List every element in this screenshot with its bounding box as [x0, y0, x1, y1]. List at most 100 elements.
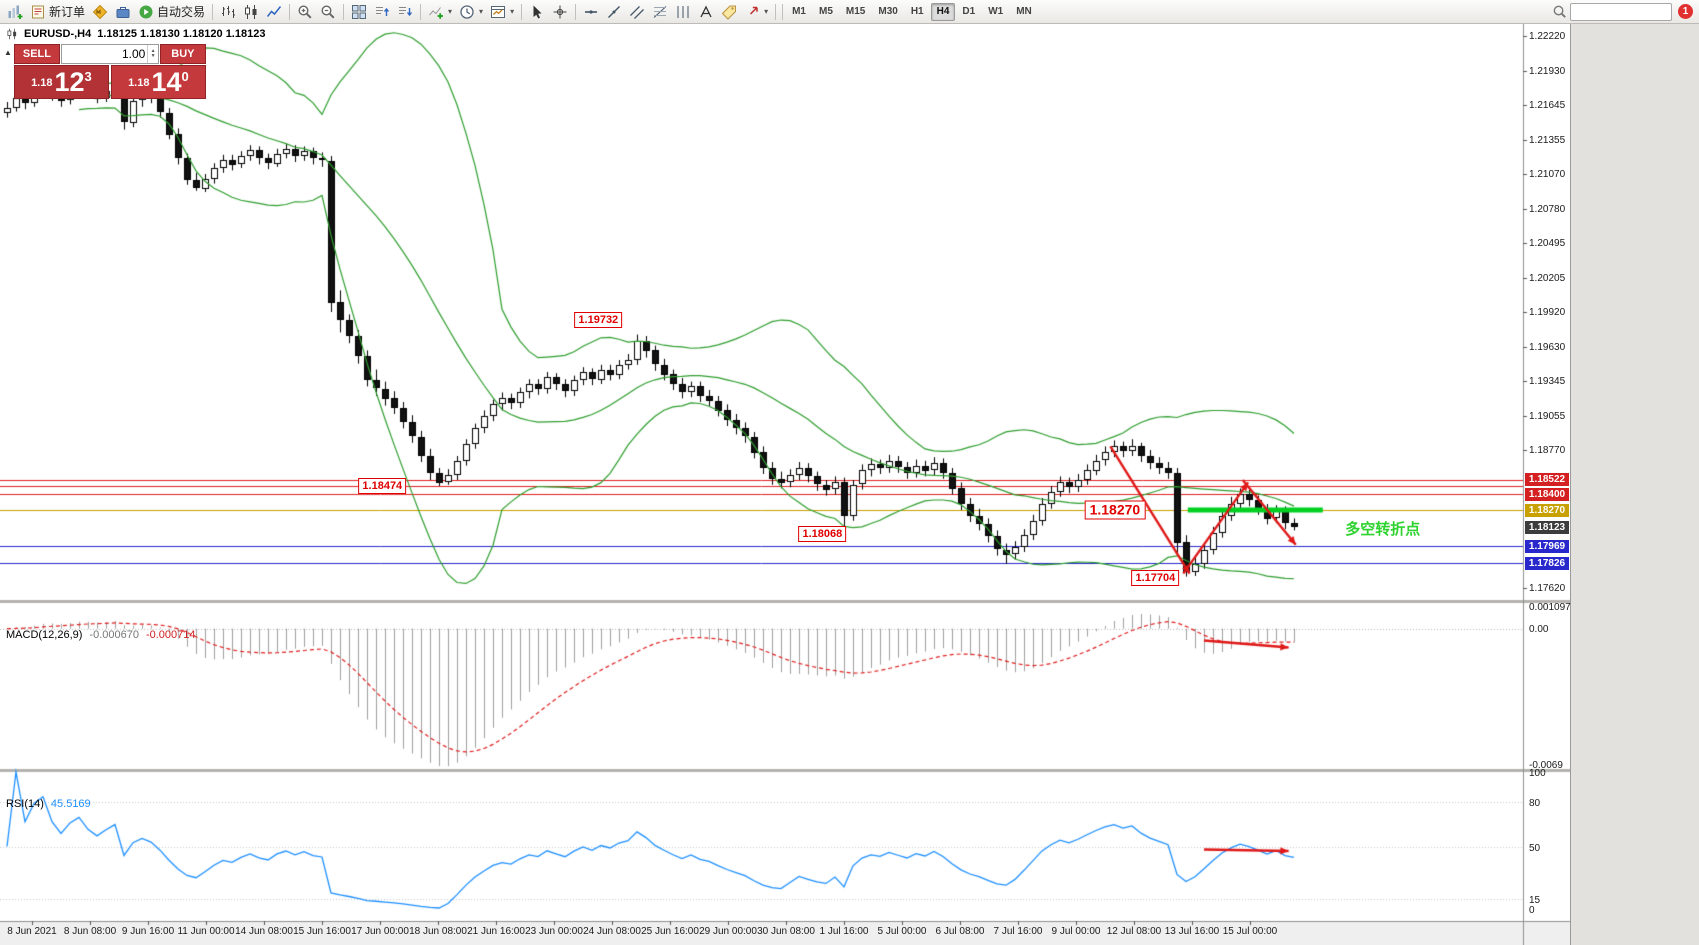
fibonacci-tool[interactable] [649, 2, 671, 22]
workspace-background [1570, 24, 1699, 945]
bar-chart-mode[interactable] [217, 2, 239, 22]
time-axis-label: 8 Jun 08:00 [63, 926, 117, 937]
chart-plus-icon [7, 4, 23, 20]
timeframe-mn[interactable]: MN [1010, 3, 1038, 21]
zoom-out[interactable] [317, 2, 339, 22]
zoom-in[interactable] [294, 2, 316, 22]
autotrading-icon [138, 4, 154, 20]
templates-menu[interactable]: ▾ [487, 2, 517, 22]
volume-input[interactable] [61, 45, 148, 63]
trendline-icon [606, 4, 622, 20]
price-axis-tick: 1.22220 [1529, 31, 1566, 42]
time-axis-label: 5 Jul 00:00 [877, 926, 927, 937]
dropdown-caret-icon: ▾ [479, 7, 484, 16]
timeframe-w1[interactable]: W1 [982, 3, 1009, 21]
timeframe-m15[interactable]: M15 [840, 3, 871, 21]
timeframe-m30[interactable]: M30 [872, 3, 903, 21]
timeframe-m1[interactable]: M1 [786, 3, 812, 21]
price-axis-tick: 1.19345 [1529, 376, 1566, 387]
toolbar-separator [782, 3, 784, 20]
zoom-in-icon [297, 4, 313, 20]
tile-windows[interactable] [348, 2, 370, 22]
text-tool[interactable] [695, 2, 717, 22]
annotation-text[interactable]: 多空转折点 [1345, 521, 1421, 538]
price-axis-badge: 1.18522 [1525, 473, 1569, 487]
macd-axis-tick: -0.0069 [1529, 760, 1563, 772]
price-chart-canvas[interactable] [0, 24, 1570, 945]
text-icon [698, 4, 714, 20]
candle-chart-icon [243, 4, 259, 20]
periods-menu[interactable]: ▾ [456, 2, 486, 22]
price-callout-label[interactable]: 1.18474 [358, 477, 407, 494]
toolbar-separator [212, 3, 214, 20]
time-axis-label: 8 Jun 2021 [7, 926, 57, 937]
channel-tool[interactable] [626, 2, 648, 22]
price-callout-label[interactable]: 1.19732 [574, 312, 623, 329]
trendline-tool[interactable] [603, 2, 625, 22]
price-axis-badge: 1.18123 [1525, 521, 1569, 535]
time-axis-label: 24 Jun 08:00 [583, 926, 641, 937]
label-tool[interactable] [718, 2, 740, 22]
time-axis-label: 6 Jul 08:00 [935, 926, 985, 937]
cycle-lines-tool[interactable] [672, 2, 694, 22]
dropdown-caret-icon: ▾ [448, 7, 453, 16]
new-chart[interactable] [4, 2, 26, 22]
fibonacci-icon [652, 4, 668, 20]
time-axis-label: 7 Jul 16:00 [993, 926, 1043, 937]
notification-badge[interactable]: 1 [1678, 4, 1693, 19]
buy-button[interactable]: BUY [159, 44, 206, 64]
rsi-label: RSI(14) 45.5169 [6, 798, 91, 810]
crosshair-tool[interactable] [549, 2, 571, 22]
candlestick-mode[interactable] [240, 2, 262, 22]
buy-price-panel[interactable]: 1.18 14 0 [110, 65, 206, 99]
volume-spinner[interactable]: ▲ ▼ [147, 45, 158, 63]
timeframe-d1[interactable]: D1 [956, 3, 981, 21]
time-axis-label: 25 Jun 16:00 [641, 926, 699, 937]
time-axis-label: 11 Jun 00:00 [177, 926, 235, 937]
timeframe-m5[interactable]: M5 [813, 3, 839, 21]
arrange-ascending[interactable] [371, 2, 393, 22]
toolbar-separator [575, 3, 577, 20]
price-axis-badge: 1.18270 [1525, 503, 1569, 517]
price-callout-label[interactable]: 1.17704 [1131, 569, 1180, 586]
sell-button[interactable]: SELL [13, 44, 60, 64]
market-icon [115, 4, 131, 20]
chart-title: EURUSD-,H4 1.18125 1.18130 1.18120 1.181… [6, 28, 265, 40]
one-click-trading-panel: ▲ SELL ▲▼ BUY 1.18 12 3 [4, 44, 206, 99]
macd-name: MACD(12,26,9) [6, 629, 83, 641]
autotrading[interactable]: 自动交易 [135, 2, 208, 22]
price-callout-label[interactable]: 1.18270 [1084, 500, 1146, 520]
autotrading-label: 自动交易 [157, 5, 206, 19]
cursor-tool[interactable] [526, 2, 548, 22]
sell-price-pips: 12 [54, 67, 85, 97]
mql-community[interactable] [89, 2, 111, 22]
timeframe-h1[interactable]: H1 [905, 3, 930, 21]
horizontal-line-tool[interactable] [580, 2, 602, 22]
oct-main: SELL ▲▼ BUY 1.18 12 3 1.18 14 [13, 44, 206, 99]
arrows-tool[interactable]: ▾ [741, 2, 771, 22]
timeframe-h4[interactable]: H4 [930, 2, 956, 21]
toolbar-separator [775, 3, 777, 20]
time-axis-label: 13 Jul 16:00 [1164, 926, 1220, 937]
time-axis-label: 15 Jun 16:00 [293, 926, 351, 937]
mql-icon [92, 4, 108, 20]
time-axis-label: 30 Jun 08:00 [757, 926, 815, 937]
volume-field: ▲▼ [60, 44, 159, 64]
time-axis-label: 29 Jun 00:00 [699, 926, 757, 937]
price-callout-label[interactable]: 1.18068 [798, 526, 847, 543]
macd-label: MACD(12,26,9) -0.000670 -0.000714 [6, 629, 196, 641]
line-chart-mode[interactable] [263, 2, 285, 22]
templates-icon [490, 4, 506, 20]
price-axis-tick: 1.20205 [1529, 272, 1566, 284]
price-axis-tick: 1.17620 [1529, 583, 1566, 594]
line-chart-icon [266, 4, 282, 20]
indicators-menu[interactable]: ▾ [425, 2, 455, 22]
new-order[interactable]: 新订单 [27, 2, 88, 22]
oct-collapse-arrow[interactable]: ▲ [4, 48, 12, 57]
sell-price-panel[interactable]: 1.18 12 3 [13, 65, 109, 99]
new-order-icon [30, 4, 46, 20]
arrange-descending[interactable] [394, 2, 416, 22]
search-input[interactable] [1570, 2, 1672, 21]
market[interactable] [112, 2, 134, 22]
